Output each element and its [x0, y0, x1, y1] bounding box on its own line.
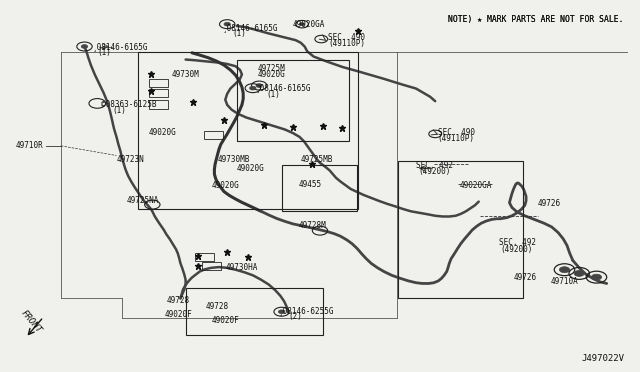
Text: 49020G: 49020G — [257, 70, 285, 79]
Circle shape — [278, 310, 285, 314]
Text: 49020F: 49020F — [211, 316, 239, 325]
Text: SEC. 490: SEC. 490 — [438, 128, 475, 137]
Circle shape — [300, 23, 305, 26]
Circle shape — [574, 270, 584, 276]
Text: 49725MB: 49725MB — [301, 155, 333, 164]
Bar — [282, 165, 357, 211]
Text: 49728: 49728 — [206, 302, 229, 311]
Bar — [398, 161, 523, 298]
Text: SEC. 492: SEC. 492 — [416, 161, 453, 170]
Text: SEC. 492: SEC. 492 — [499, 238, 536, 247]
Text: (49110P): (49110P) — [328, 39, 365, 48]
Circle shape — [81, 45, 88, 48]
Text: 49730M: 49730M — [172, 70, 199, 79]
Text: J497022V: J497022V — [581, 354, 624, 363]
Text: 49726: 49726 — [538, 199, 561, 208]
Text: 49728M: 49728M — [299, 221, 326, 230]
Text: SEC. 490: SEC. 490 — [328, 33, 365, 42]
Text: ©08363-6125B: ©08363-6125B — [101, 100, 157, 109]
Text: 49710R: 49710R — [16, 141, 44, 150]
Text: (1): (1) — [266, 90, 280, 99]
Text: NOTE) ★ MARK PARTS ARE NOT FOR SALE.: NOTE) ★ MARK PARTS ARE NOT FOR SALE. — [449, 15, 624, 24]
Text: (1): (1) — [97, 48, 111, 57]
Text: 49455: 49455 — [299, 180, 322, 189]
Circle shape — [591, 274, 602, 280]
Text: 49020G: 49020G — [148, 128, 176, 137]
Text: 49725M: 49725M — [257, 64, 285, 73]
Bar — [186, 288, 323, 335]
Text: 49725NA: 49725NA — [127, 196, 159, 205]
Text: (1): (1) — [112, 106, 126, 115]
Circle shape — [224, 22, 230, 26]
Text: ¸08146-6255G: ¸08146-6255G — [278, 306, 334, 315]
Text: 49730HA: 49730HA — [225, 263, 258, 272]
Text: 49020G: 49020G — [237, 164, 264, 173]
Text: 49020F: 49020F — [165, 310, 193, 319]
Text: 49020G: 49020G — [211, 182, 239, 190]
Bar — [149, 89, 168, 97]
Bar — [138, 52, 358, 209]
Bar — [149, 79, 168, 87]
Text: (49200): (49200) — [500, 245, 533, 254]
Bar — [204, 131, 223, 139]
Text: (49110P): (49110P) — [438, 134, 475, 143]
Text: ¸08146-6165G: ¸08146-6165G — [92, 42, 148, 51]
Circle shape — [250, 86, 256, 90]
Text: 49728: 49728 — [166, 296, 189, 305]
Text: FRONT: FRONT — [19, 309, 43, 335]
Text: (49200): (49200) — [419, 167, 451, 176]
Bar — [237, 60, 349, 141]
Bar — [195, 253, 214, 261]
Text: 49020GA: 49020GA — [293, 20, 326, 29]
Text: (1): (1) — [232, 29, 246, 38]
Text: 49730MB: 49730MB — [218, 155, 250, 164]
Circle shape — [559, 267, 570, 273]
Text: 49020GA: 49020GA — [460, 181, 492, 190]
Bar — [202, 262, 221, 270]
Text: 49726: 49726 — [513, 273, 536, 282]
Text: ¸08146-6165G: ¸08146-6165G — [223, 23, 278, 32]
Text: 49710A: 49710A — [550, 278, 578, 286]
Bar — [149, 100, 168, 109]
Text: ¸08146-6165G: ¸08146-6165G — [256, 84, 312, 93]
Text: NOTE) ★ MARK PARTS ARE NOT FOR SALE.: NOTE) ★ MARK PARTS ARE NOT FOR SALE. — [449, 15, 624, 24]
Circle shape — [256, 84, 262, 87]
Text: (2): (2) — [288, 312, 302, 321]
Text: 49723N: 49723N — [117, 155, 145, 164]
